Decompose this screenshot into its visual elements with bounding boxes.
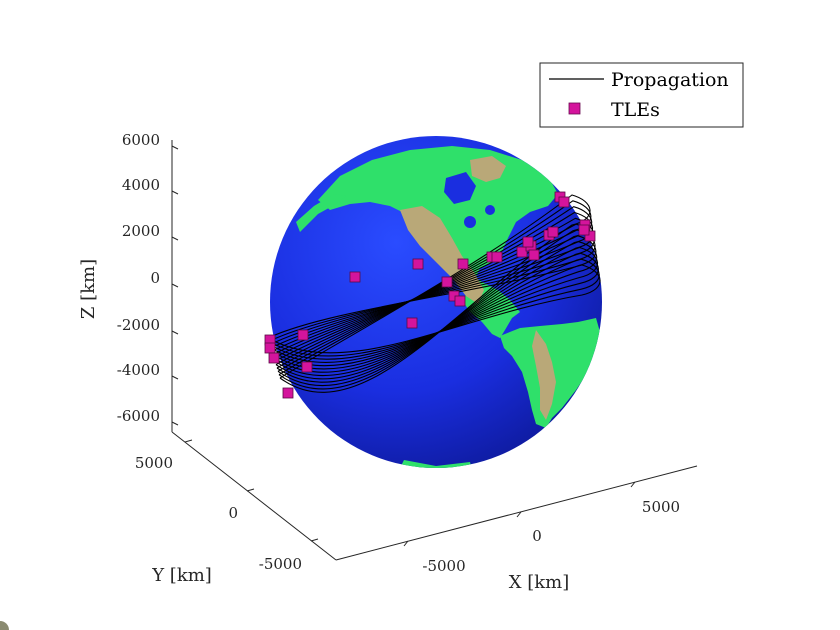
axes-frame	[171, 140, 698, 561]
legend: Propagation TLEs	[539, 62, 744, 128]
propagation-orbit	[268, 258, 600, 357]
tle-marker	[558, 196, 570, 208]
tle-marker	[454, 295, 466, 307]
land-andes	[532, 330, 556, 420]
z-axis-title: Z [km]	[78, 259, 99, 319]
z-tick-mark	[171, 330, 179, 335]
z-tick-label: -4000	[117, 361, 160, 379]
hudson-bay	[444, 172, 476, 204]
land-asia-edge	[296, 194, 346, 232]
land-south-edge	[400, 460, 472, 468]
y-tick-mark	[310, 538, 319, 542]
x-tick-label: 0	[532, 527, 542, 545]
tle-marker	[547, 226, 559, 238]
x-ticks: -5000 0 5000	[403, 481, 680, 575]
propagation-orbit	[276, 211, 593, 383]
tle-marker	[441, 276, 453, 288]
y-tick-label: 5000	[135, 454, 173, 472]
y-axis-title: Y [km]	[151, 565, 212, 586]
tle-marker	[491, 251, 503, 263]
lake	[485, 205, 495, 215]
x-axis-title: X [km]	[509, 572, 570, 593]
z-tick-label: 2000	[122, 222, 160, 240]
z-tick-mark	[171, 375, 179, 380]
tle-marker	[522, 236, 534, 248]
earth-globe	[270, 136, 602, 468]
y-tick-label: -5000	[259, 555, 302, 573]
y-axis-line	[171, 431, 337, 561]
x-axis-line	[335, 465, 698, 561]
tle-marker	[406, 317, 418, 329]
x-tick-mark	[516, 511, 522, 518]
propagation-orbit	[273, 229, 596, 373]
z-ticks: 6000 4000 2000 0 -2000 -4000 -6000	[117, 131, 179, 426]
propagation-lines	[267, 194, 601, 393]
y-tick-label: 0	[228, 504, 238, 522]
propagation-orbit	[278, 200, 592, 390]
y-tick-mark	[246, 488, 255, 492]
propagation-orbit	[271, 241, 598, 367]
z-tick-mark	[171, 236, 179, 241]
legend-box	[539, 62, 744, 128]
tle-marker	[349, 271, 361, 283]
z-tick-label: -6000	[117, 407, 160, 425]
tle-marker	[268, 352, 280, 364]
corner-artifact	[0, 621, 9, 630]
propagation-orbit	[277, 206, 593, 386]
propagation-orbit	[272, 235, 597, 370]
z-tick-mark	[171, 283, 179, 288]
propagation-orbit	[279, 194, 591, 393]
tle-marker	[282, 387, 294, 399]
propagation-orbit	[267, 264, 601, 354]
tle-marker	[412, 258, 424, 270]
tle-markers	[264, 191, 596, 399]
z-tick-mark	[171, 421, 179, 426]
propagation-orbit	[270, 246, 598, 363]
z-tick-mark	[171, 190, 179, 195]
tle-marker	[528, 249, 540, 261]
z-tick-label: 0	[150, 269, 160, 287]
x-tick-label: -5000	[422, 557, 465, 575]
tle-marker	[457, 258, 469, 270]
tle-marker	[297, 329, 309, 341]
legend-label-propagation: Propagation	[611, 69, 729, 91]
tle-marker	[301, 361, 313, 373]
tle-marker	[264, 342, 276, 354]
x-tick-mark	[630, 481, 636, 488]
legend-square-swatch	[568, 102, 581, 115]
tle-marker	[584, 230, 596, 242]
y-tick-mark	[184, 439, 193, 443]
lake	[464, 216, 476, 228]
legend-label-tles: TLEs	[611, 99, 660, 121]
tle-marker	[578, 224, 590, 236]
tle-marker	[516, 246, 528, 258]
y-ticks: 5000 0 -5000	[135, 439, 319, 573]
z-tick-label: 6000	[122, 131, 160, 149]
land-greenland-highland	[470, 156, 506, 182]
z-tick-mark	[171, 145, 179, 150]
propagation-orbit	[269, 252, 599, 360]
z-tick-label: 4000	[122, 176, 160, 194]
x-tick-mark	[403, 540, 409, 547]
z-tick-label: -2000	[117, 316, 160, 334]
x-tick-label: 5000	[642, 498, 680, 516]
